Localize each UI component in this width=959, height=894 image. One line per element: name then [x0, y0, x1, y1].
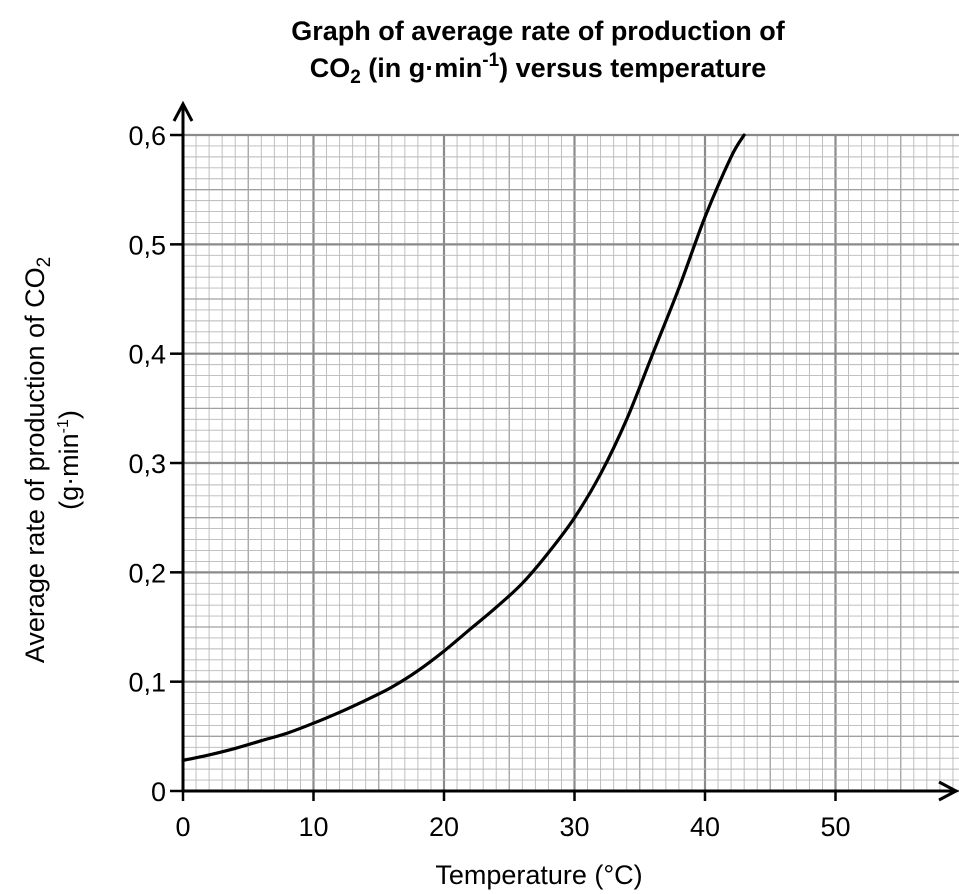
axes [170, 100, 959, 802]
x-tick-label: 0 [175, 812, 190, 842]
x-tick-label: 40 [690, 812, 720, 842]
x-tick-label: 20 [429, 812, 459, 842]
title-co-text: CO [310, 53, 351, 83]
series-layer [181, 133, 746, 762]
y-label-main: Average rate of production of CO [20, 267, 50, 663]
y-label-unit: (g·min [54, 433, 84, 510]
x-tick-label: 50 [820, 812, 850, 842]
y-tick-label: 0,1 [128, 668, 166, 698]
title-superscript: -1 [482, 50, 499, 71]
y-label-end: ) [54, 410, 84, 419]
title-subscript: 2 [350, 67, 361, 88]
title-end-text: ) versus temperature [499, 53, 766, 83]
tick-labels: 0 10 20 30 40 50 0 0,1 0,2 0,3 0,4 0,5 0,6 [128, 121, 850, 842]
y-tick-label: 0,5 [128, 230, 166, 260]
y-axis-arrow [172, 100, 194, 122]
y-tick-label: 0,3 [128, 449, 166, 479]
y-label-superscript: -1 [55, 419, 72, 433]
y-axis-label-line2: (g·min-1) [54, 410, 84, 510]
chart-title-line1: Graph of average rate of production of [291, 16, 786, 46]
x-axis-label: Temperature (°C) [435, 860, 642, 890]
x-axis-arrow [938, 780, 959, 802]
y-tick-label: 0,4 [128, 340, 166, 370]
title-unit-text: (in g·min [361, 53, 482, 83]
y-label-subscript: 2 [34, 257, 55, 268]
x-tick-label: 30 [559, 812, 589, 842]
co2-rate-curve [181, 133, 746, 762]
grid [181, 133, 959, 793]
chart-title-line2: CO2 (in g·min-1) versus temperature [310, 50, 767, 88]
y-tick-label: 0 [151, 777, 166, 807]
y-tick-label: 0,2 [128, 558, 166, 588]
x-tick-label: 10 [298, 812, 328, 842]
y-axis-label-line1: Average rate of production of CO2 [20, 257, 55, 663]
y-tick-label: 0,6 [128, 121, 166, 151]
